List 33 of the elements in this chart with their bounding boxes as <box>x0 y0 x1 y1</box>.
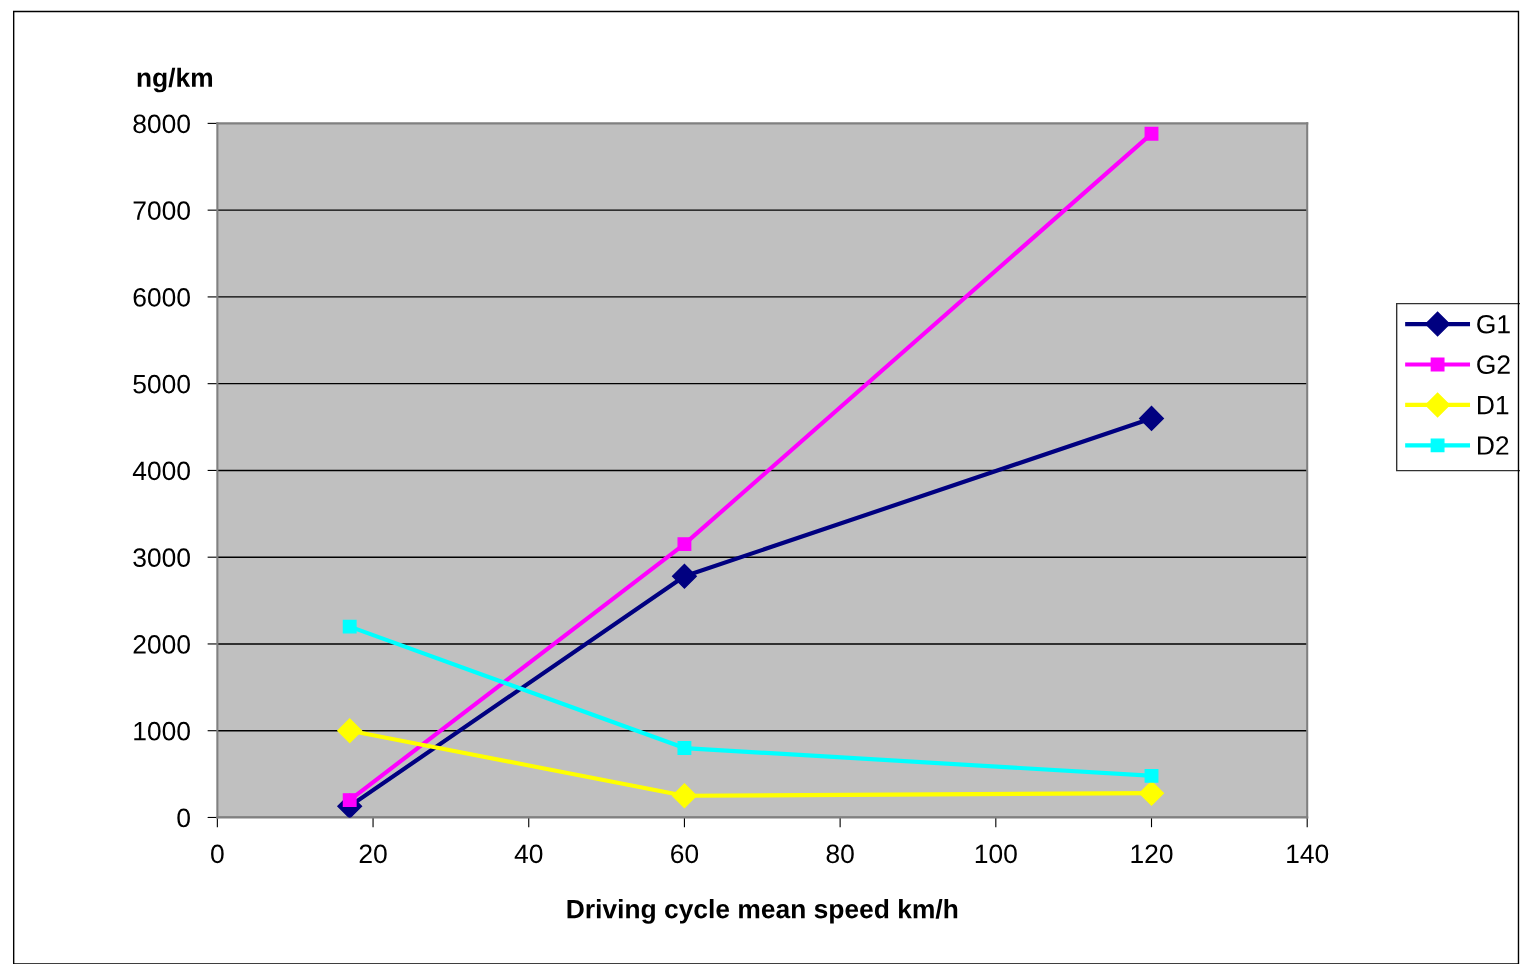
point <box>337 718 363 744</box>
point <box>1139 780 1164 806</box>
point <box>1144 126 1159 141</box>
y-tick-label: 7000 <box>133 201 190 220</box>
point <box>1139 405 1164 431</box>
y-tick-label: 1000 <box>134 721 190 741</box>
x-tick-label: 40 <box>514 844 543 864</box>
y-tick-label: 0 <box>177 808 190 828</box>
x-tick-label: 140 <box>1287 844 1329 864</box>
y-tick-label: 8000 <box>133 114 190 134</box>
legend-label: D2 <box>1478 436 1509 455</box>
point <box>671 783 697 809</box>
x-axis-title: Driving cycle mean speed km/h <box>567 899 958 924</box>
point <box>1144 768 1159 783</box>
x-tick-label: 100 <box>975 844 1017 864</box>
legend-label: G2 <box>1477 355 1510 375</box>
x-tick-label: 120 <box>1131 844 1173 864</box>
legend-label: D1 <box>1478 396 1509 415</box>
y-tick-label: 5000 <box>133 374 190 394</box>
legend-label: G1 <box>1477 314 1510 334</box>
point <box>677 537 692 552</box>
x-tick-label: 20 <box>359 844 387 864</box>
point <box>671 563 697 589</box>
y-tick-label: 4000 <box>132 461 190 481</box>
y-tick-label: 3000 <box>133 548 190 568</box>
x-tick-label: 0 <box>211 844 224 864</box>
y-tick-label: 2000 <box>133 635 190 654</box>
point <box>342 619 357 634</box>
x-tick-label: 80 <box>826 844 854 864</box>
y-tick-label: 6000 <box>133 288 190 307</box>
y-axis-title: ng/km <box>137 67 213 93</box>
point <box>677 741 692 756</box>
x-tick-label: 60 <box>671 844 699 864</box>
